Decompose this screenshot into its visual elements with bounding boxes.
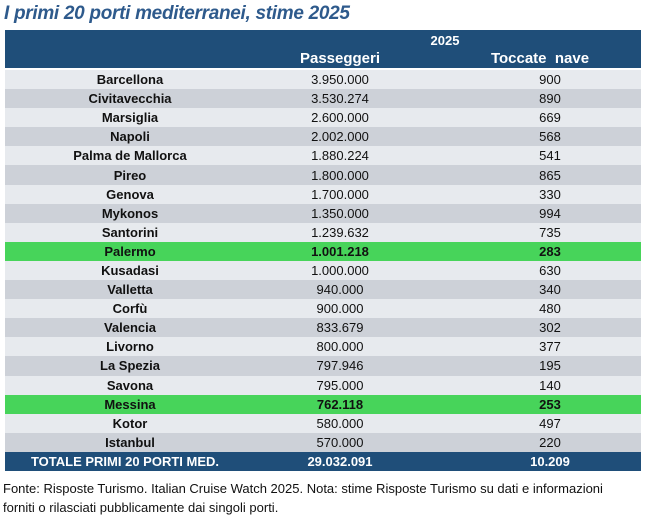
calls-value: 140: [539, 377, 561, 393]
port-name: Istanbul: [105, 434, 155, 450]
calls-value: 900: [539, 72, 561, 88]
passengers-value: 1.800.000: [311, 167, 369, 183]
passengers-value: 833.679: [316, 320, 364, 336]
calls-value: 302: [539, 320, 561, 336]
calls-value: 735: [539, 224, 561, 240]
table-row: Kotor 580.000 497: [5, 413, 641, 433]
calls-value: 669: [539, 110, 561, 126]
calls-value: 541: [539, 148, 561, 164]
table-row: Valencia 833.679 302: [5, 318, 641, 338]
port-name: Valletta: [107, 282, 153, 298]
year-header: 2025: [430, 33, 460, 48]
total-passengers: 29.032.091: [307, 453, 373, 469]
port-name: Kusadasi: [101, 262, 159, 278]
total-label: TOTALE PRIMI 20 PORTI MED.: [30, 453, 220, 469]
calls-value: 377: [539, 339, 561, 355]
port-name: Corfù: [112, 301, 148, 317]
calls-value: 283: [539, 243, 561, 259]
passengers-value: 3.950.000: [311, 72, 369, 88]
calls-value: 220: [539, 434, 561, 450]
port-name: Marsiglia: [101, 110, 159, 126]
port-name: Civitavecchia: [88, 91, 172, 107]
port-name: Pireo: [113, 167, 147, 183]
calls-value: 330: [539, 186, 561, 202]
table-row: Istanbul 570.000 220: [5, 432, 641, 452]
passengers-value: 797.946: [316, 358, 364, 374]
table-row: Savona 795.000 140: [5, 375, 641, 395]
port-name: Napoli: [110, 129, 150, 145]
passengers-header: Passeggeri: [299, 50, 381, 67]
passengers-value: 570.000: [316, 434, 364, 450]
table-row: Barcellona 3.950.000 900: [5, 70, 641, 90]
passengers-value: 2.600.000: [311, 110, 369, 126]
table-row: Palma de Mallorca 1.880.224 541: [5, 146, 641, 166]
passengers-value: 900.000: [316, 301, 364, 317]
port-name: Messina: [104, 396, 156, 412]
table-row: Valletta 940.000 340: [5, 280, 641, 300]
port-name: Palermo: [104, 243, 156, 259]
port-name: Genova: [106, 186, 154, 202]
calls-value: 195: [539, 358, 561, 374]
table-header: 2025 Passeggeri Toccate nave: [5, 30, 641, 68]
passengers-value: 3.530.274: [311, 91, 369, 107]
table-row: Livorno 800.000 377: [5, 337, 641, 357]
passengers-value: 800.000: [316, 339, 364, 355]
calls-value: 568: [539, 129, 561, 145]
table-row: Napoli 2.002.000 568: [5, 127, 641, 147]
calls-value: 340: [539, 282, 561, 298]
calls-header: Toccate nave: [490, 50, 590, 67]
table-row: Corfù 900.000 480: [5, 299, 641, 319]
passengers-value: 1.001.218: [311, 243, 369, 259]
port-name: Savona: [106, 377, 154, 393]
table-row: Pireo 1.800.000 865: [5, 165, 641, 185]
total-row: TOTALE PRIMI 20 PORTI MED. 29.032.091 10…: [5, 451, 641, 471]
port-name: Livorno: [106, 339, 154, 355]
port-name: Mykonos: [101, 205, 159, 221]
table-title: I primi 20 porti mediterranei, stime 202…: [4, 3, 350, 24]
table-row: Kusadasi 1.000.000 630: [5, 260, 641, 281]
calls-value: 480: [539, 301, 561, 317]
table-row: Santorini 1.239.632 735: [5, 222, 641, 242]
table-row: Messina 762.118 253: [5, 394, 641, 414]
passengers-value: 1.000.000: [311, 262, 369, 278]
port-name: Santorini: [101, 224, 159, 240]
passengers-value: 795.000: [316, 377, 364, 393]
table-row: Mykonos 1.350.000 994: [5, 203, 641, 223]
passengers-value: 2.002.000: [311, 129, 369, 145]
calls-value: 994: [539, 205, 561, 221]
total-calls: 10.209: [530, 453, 570, 469]
passengers-value: 1.880.224: [311, 148, 369, 164]
port-name: Palma de Mallorca: [73, 148, 187, 164]
calls-value: 630: [539, 262, 561, 278]
table-row: Palermo 1.001.218 283: [5, 241, 641, 261]
passengers-value: 940.000: [316, 282, 364, 298]
footnote-line-2: forniti o rilasciati pubblicamente dai s…: [3, 500, 279, 515]
calls-value: 497: [539, 415, 561, 431]
ports-table: 2025 Passeggeri Toccate nave Barcellona 3…: [5, 30, 641, 471]
passengers-value: 762.118: [316, 396, 364, 412]
port-name: La Spezia: [100, 358, 160, 374]
passengers-value: 1.350.000: [311, 205, 369, 221]
passengers-value: 1.239.632: [311, 224, 369, 240]
footnote-line-1: Fonte: Risposte Turismo. Italian Cruise …: [3, 481, 603, 496]
passengers-value: 580.000: [316, 415, 364, 431]
calls-value: 865: [539, 167, 561, 183]
calls-value: 253: [539, 396, 561, 412]
port-name: Valencia: [103, 320, 157, 336]
port-name: Barcellona: [96, 72, 164, 88]
table-row: La Spezia 797.946 195: [5, 356, 641, 376]
port-name: Kotor: [112, 415, 148, 431]
table-row: Marsiglia 2.600.000 669: [5, 108, 641, 128]
calls-value: 890: [539, 91, 561, 107]
table-row: Civitavecchia 3.530.274 890: [5, 89, 641, 109]
table-row: Genova 1.700.000 330: [5, 184, 641, 204]
passengers-value: 1.700.000: [311, 186, 369, 202]
